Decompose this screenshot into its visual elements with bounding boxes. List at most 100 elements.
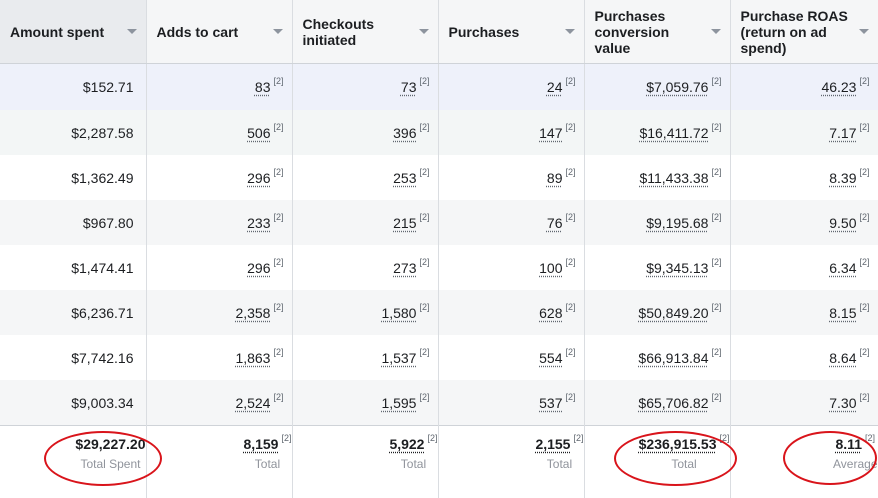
- footnote-marker[interactable]: [2]: [711, 302, 721, 312]
- sort-caret-icon[interactable]: [273, 29, 283, 34]
- metric-value-link[interactable]: 396: [393, 125, 416, 141]
- footnote-marker[interactable]: [2]: [565, 302, 575, 312]
- footnote-marker[interactable]: [2]: [565, 392, 575, 402]
- total-roas-value[interactable]: 8.11: [836, 436, 862, 452]
- column-header-adds-to-cart[interactable]: Adds to cart: [146, 0, 292, 64]
- footnote-marker[interactable]: [2]: [711, 122, 721, 132]
- metric-value-link[interactable]: 24: [547, 79, 563, 95]
- footnote-marker[interactable]: [2]: [565, 167, 575, 177]
- footnote-marker[interactable]: [2]: [711, 347, 721, 357]
- footnote-marker[interactable]: [2]: [711, 76, 721, 86]
- metric-value-link[interactable]: 1,595: [381, 395, 416, 411]
- footnote-marker[interactable]: [2]: [273, 302, 283, 312]
- total-adds-to-cart-value[interactable]: 8,159: [243, 436, 278, 452]
- footnote-marker[interactable]: [2]: [859, 257, 869, 267]
- metric-value-link[interactable]: 296: [247, 260, 270, 276]
- metric-value-link[interactable]: 1,863: [235, 350, 270, 366]
- footnote-marker[interactable]: [2]: [565, 212, 575, 222]
- footnote-marker[interactable]: [2]: [273, 122, 283, 132]
- metric-value-link[interactable]: 2,358: [235, 305, 270, 321]
- footnote-marker[interactable]: [2]: [273, 347, 283, 357]
- footnote-marker[interactable]: [2]: [711, 167, 721, 177]
- footnote-marker[interactable]: [2]: [273, 392, 283, 402]
- metric-value-link[interactable]: 83: [255, 79, 271, 95]
- total-purchases-value[interactable]: 2,155: [535, 436, 570, 452]
- column-header-checkouts-initiated[interactable]: Checkouts initiated: [292, 0, 438, 64]
- metric-value-link[interactable]: 537: [539, 395, 562, 411]
- metric-value-link[interactable]: 215: [393, 215, 416, 231]
- footnote-marker[interactable]: [2]: [273, 257, 283, 267]
- footnote-marker[interactable]: [2]: [419, 122, 429, 132]
- metric-value-link[interactable]: 1,537: [381, 350, 416, 366]
- footnote-marker[interactable]: [2]: [859, 392, 869, 402]
- footnote-marker[interactable]: [2]: [273, 167, 283, 177]
- footnote-marker[interactable]: [2]: [427, 433, 437, 443]
- metric-value-link[interactable]: 46.23: [821, 79, 856, 95]
- metric-value-link[interactable]: 8.39: [829, 170, 856, 186]
- sort-caret-icon[interactable]: [859, 29, 869, 34]
- metric-value-link[interactable]: $7,059.76: [646, 79, 708, 95]
- metric-value-link[interactable]: 8.15: [829, 305, 856, 321]
- footnote-marker[interactable]: [2]: [565, 76, 575, 86]
- footnote-marker[interactable]: [2]: [419, 392, 429, 402]
- metric-value-link[interactable]: 8.64: [829, 350, 856, 366]
- footnote-marker[interactable]: [2]: [565, 257, 575, 267]
- footnote-marker[interactable]: [2]: [273, 212, 283, 222]
- footnote-marker[interactable]: [2]: [419, 76, 429, 86]
- footnote-marker[interactable]: [2]: [573, 433, 583, 443]
- metric-value-link[interactable]: $66,913.84: [638, 350, 708, 366]
- footnote-marker[interactable]: [2]: [711, 392, 721, 402]
- metric-value-link[interactable]: 76: [547, 215, 563, 231]
- column-header-purchases-conversion-value[interactable]: Purchases conversion value: [584, 0, 730, 64]
- footnote-marker[interactable]: [2]: [565, 347, 575, 357]
- footnote-marker[interactable]: [2]: [419, 302, 429, 312]
- footnote-marker[interactable]: [2]: [419, 167, 429, 177]
- metric-value-link[interactable]: 233: [247, 215, 270, 231]
- metric-value-link[interactable]: $50,849.20: [638, 305, 708, 321]
- footnote-marker[interactable]: [2]: [273, 76, 283, 86]
- metric-value-link[interactable]: 147: [539, 125, 562, 141]
- footnote-marker[interactable]: [2]: [711, 257, 721, 267]
- footnote-marker[interactable]: [2]: [711, 212, 721, 222]
- metric-value-link[interactable]: $9,345.13: [646, 260, 708, 276]
- metric-value-link[interactable]: $16,411.72: [639, 125, 708, 141]
- column-header-purchase-roas[interactable]: Purchase ROAS (return on ad spend): [730, 0, 878, 64]
- sort-caret-icon[interactable]: [711, 29, 721, 34]
- column-header-purchases[interactable]: Purchases: [438, 0, 584, 64]
- footnote-marker[interactable]: [2]: [859, 167, 869, 177]
- metric-value-link[interactable]: 554: [539, 350, 562, 366]
- metric-value-link[interactable]: 73: [401, 79, 417, 95]
- metric-value-link[interactable]: 253: [393, 170, 416, 186]
- footnote-marker[interactable]: [2]: [865, 433, 875, 443]
- sort-caret-icon[interactable]: [565, 29, 575, 34]
- metric-value-link[interactable]: 7.30: [829, 395, 856, 411]
- footnote-marker[interactable]: [2]: [565, 122, 575, 132]
- footnote-marker[interactable]: [2]: [859, 122, 869, 132]
- footnote-marker[interactable]: [2]: [419, 347, 429, 357]
- metric-value-link[interactable]: 100: [539, 260, 562, 276]
- metric-value-link[interactable]: 7.17: [829, 125, 856, 141]
- metric-value-link[interactable]: 273: [393, 260, 416, 276]
- total-conversion-value-value[interactable]: $236,915.53: [639, 436, 717, 452]
- metric-value-link[interactable]: $9,195.68: [646, 215, 708, 231]
- metric-value-link[interactable]: 506: [247, 125, 270, 141]
- footnote-marker[interactable]: [2]: [719, 433, 729, 443]
- metric-value-link[interactable]: 2,524: [235, 395, 270, 411]
- metric-value-link[interactable]: 1,580: [381, 305, 416, 321]
- sort-caret-icon[interactable]: [127, 29, 137, 34]
- metric-value-link[interactable]: $11,433.38: [639, 170, 708, 186]
- footnote-marker[interactable]: [2]: [859, 76, 869, 86]
- metric-value-link[interactable]: $65,706.82: [638, 395, 708, 411]
- footnote-marker[interactable]: [2]: [859, 302, 869, 312]
- column-header-amount-spent[interactable]: Amount spent: [0, 0, 146, 64]
- footnote-marker[interactable]: [2]: [281, 433, 291, 443]
- footnote-marker[interactable]: [2]: [419, 212, 429, 222]
- metric-value-link[interactable]: 296: [247, 170, 270, 186]
- metric-value-link[interactable]: 6.34: [829, 260, 856, 276]
- footnote-marker[interactable]: [2]: [859, 347, 869, 357]
- footnote-marker[interactable]: [2]: [419, 257, 429, 267]
- total-checkouts-value[interactable]: 5,922: [389, 436, 424, 452]
- metric-value-link[interactable]: 9.50: [829, 215, 856, 231]
- footnote-marker[interactable]: [2]: [859, 212, 869, 222]
- metric-value-link[interactable]: 628: [539, 305, 562, 321]
